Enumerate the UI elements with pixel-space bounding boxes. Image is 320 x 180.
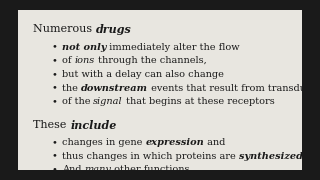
Text: of: of: [62, 56, 74, 65]
Text: many: many: [84, 165, 111, 174]
Text: thus changes in which proteins are: thus changes in which proteins are: [62, 152, 239, 161]
Text: •: •: [52, 84, 58, 93]
Text: expression: expression: [145, 138, 204, 147]
Text: Numerous: Numerous: [33, 24, 96, 34]
Text: and: and: [204, 138, 225, 147]
Text: •: •: [52, 97, 58, 106]
Text: include: include: [70, 120, 116, 131]
Text: These: These: [33, 120, 70, 130]
Text: that begins at these receptors: that begins at these receptors: [123, 97, 275, 106]
Text: And: And: [62, 165, 84, 174]
Text: ions: ions: [74, 56, 95, 65]
Text: •: •: [52, 70, 58, 79]
Text: of the: of the: [62, 97, 93, 106]
Text: •: •: [52, 43, 58, 52]
Text: events that result from transduction: events that result from transduction: [148, 84, 320, 93]
Text: immediately alter the flow: immediately alter the flow: [106, 43, 240, 52]
Text: but with a delay can also change: but with a delay can also change: [62, 70, 224, 79]
Text: signal: signal: [93, 97, 123, 106]
Text: changes in gene: changes in gene: [62, 138, 145, 147]
Text: •: •: [52, 152, 58, 161]
Text: the: the: [62, 84, 81, 93]
Text: downstream: downstream: [81, 84, 148, 93]
Text: •: •: [52, 56, 58, 65]
Text: through the channels,: through the channels,: [95, 56, 206, 65]
Text: •: •: [52, 165, 58, 174]
Text: drugs: drugs: [96, 24, 132, 35]
Text: other functions.: other functions.: [111, 165, 193, 174]
Text: •: •: [52, 138, 58, 147]
Text: synthesized: synthesized: [239, 152, 303, 161]
Text: not only: not only: [62, 43, 106, 52]
